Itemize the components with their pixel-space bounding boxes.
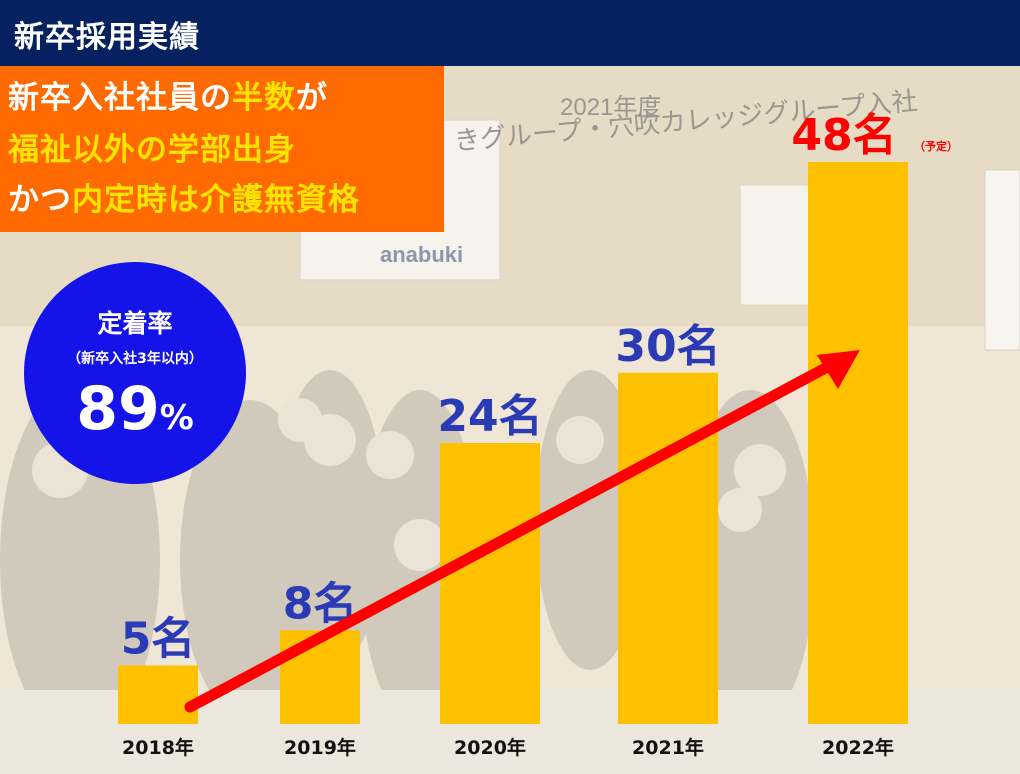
retention-badge: 定着率 （新卒入社3年以内） 89% [24,262,246,484]
trend-arrow-head [817,350,860,389]
bar-2019年 [280,630,360,724]
trend-arrow-shaft [184,357,841,713]
callout-line-1: 新卒入社社員の半数が [8,72,328,117]
retention-value: 89% [24,374,246,444]
callout-text: 新卒入社社員の [8,80,232,116]
callout-line-2: 福祉以外の学部出身 [8,124,296,169]
bar-2018年 [118,665,198,724]
data-label: 24名 [437,391,542,442]
bar-2021年 [618,372,718,724]
x-tick-label: 2020年 [454,736,526,759]
forecast-annotation: （予定） [914,139,958,153]
retention-label: 定着率 [97,309,173,338]
bar-2020年 [440,443,540,724]
callout-line-3: かつ内定時は介護無資格 [8,174,360,219]
page-title: 新卒採用実績 [14,20,200,55]
header-bar: 新卒採用実績 [0,0,1020,66]
retention-number: 89 [76,374,160,444]
callout-box: 新卒入社社員の半数が 福祉以外の学部出身 かつ内定時は介護無資格 [0,66,444,232]
callout-text: かつ [8,182,72,218]
data-label: 48名 [791,110,896,161]
x-tick-label: 2022年 [822,736,894,759]
callout-highlight: 内定時は介護無資格 [72,182,360,218]
data-label: 30名 [615,321,720,372]
x-tick-label: 2021年 [632,736,704,759]
banner-year-text: 2021年度 [560,94,661,121]
x-tick-label: 2019年 [284,736,356,759]
retention-unit: % [159,398,194,438]
banner-logo-text: anabuki [380,242,463,267]
x-tick-label: 2018年 [122,736,194,759]
bar-2022年 [808,162,908,724]
data-label: 5名 [121,613,196,664]
callout-highlight: 福祉以外の学部出身 [8,132,296,168]
callout-highlight: 半数 [232,80,296,116]
callout-text: が [296,80,328,116]
retention-sublabel: （新卒入社3年以内） [67,351,203,367]
